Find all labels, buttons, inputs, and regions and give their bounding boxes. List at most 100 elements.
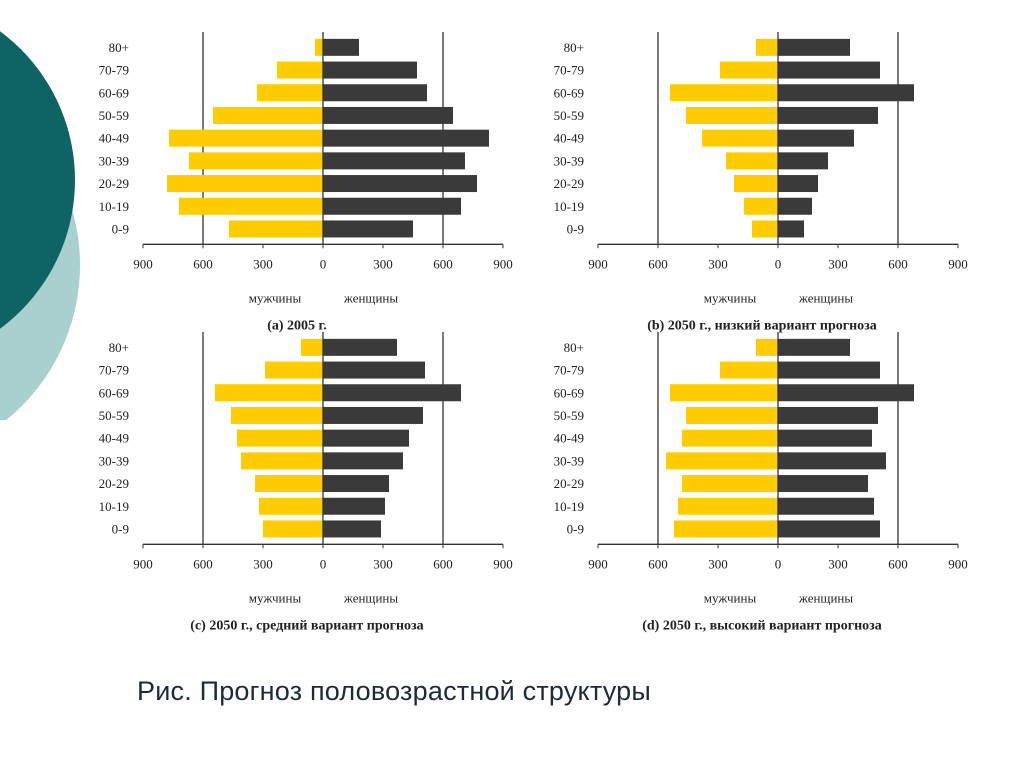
bar-female-20-29 <box>778 175 818 193</box>
bar-female-60-69 <box>778 384 914 402</box>
x-tick-label: 300 <box>373 556 393 571</box>
bar-male-50-59 <box>686 406 778 424</box>
bar-female-0-9 <box>778 220 804 238</box>
pyramid-panel-d: 80+ 70-79 60-69 50-59 40-49 30-39 20-29 10-19 0-… <box>540 330 980 633</box>
bar-female-10-19 <box>323 497 385 515</box>
bar-female-40-49 <box>323 129 489 147</box>
bar-female-70-79 <box>778 361 880 379</box>
age-label: 30-39 <box>554 153 584 168</box>
age-label: 70-79 <box>554 63 584 78</box>
age-label: 60-69 <box>99 85 129 100</box>
decorative-circles <box>0 31 80 420</box>
age-label: 0-9 <box>567 221 584 236</box>
panel-title: (d) 2050 г., высокий вариант прогноза <box>642 618 882 633</box>
age-label: 50-59 <box>554 408 584 423</box>
bar-male-70-79 <box>720 361 778 379</box>
pyramid-chart-a: 80+ 70-79 60-69 50-59 40-49 30-39 20-29 10-19 0-… <box>99 32 513 333</box>
bar-male-30-39 <box>666 452 778 470</box>
bar-male-70-79 <box>720 61 778 79</box>
age-label: 60-69 <box>99 385 129 400</box>
age-label: 50-59 <box>554 108 584 123</box>
decor-dark-circle <box>0 31 75 329</box>
bar-male-10-19 <box>179 197 323 215</box>
x-tick-label: 300 <box>708 256 728 271</box>
bar-male-50-59 <box>686 106 778 124</box>
bar-male-60-69 <box>215 384 323 402</box>
x-tick-label: 300 <box>708 556 728 571</box>
x-tick-label: 600 <box>433 256 453 271</box>
bar-male-40-49 <box>682 429 778 447</box>
age-label: 30-39 <box>554 453 584 468</box>
legend-male: мужчины <box>249 590 302 605</box>
x-tick-label: 0 <box>320 256 327 271</box>
bar-female-80+ <box>778 338 850 356</box>
bar-male-70-79 <box>265 361 323 379</box>
bar-female-80+ <box>323 38 359 56</box>
x-tick-label: 300 <box>828 256 848 271</box>
bar-male-0-9 <box>263 520 323 538</box>
bar-female-10-19 <box>323 197 461 215</box>
bar-female-0-9 <box>323 220 413 238</box>
legend-female: женщины <box>798 290 853 305</box>
x-tick-label: 900 <box>948 256 968 271</box>
bar-female-80+ <box>778 38 850 56</box>
bar-female-20-29 <box>323 175 477 193</box>
age-label: 50-59 <box>99 108 129 123</box>
x-tick-label: 900 <box>133 556 153 571</box>
legend-female: женщины <box>343 590 398 605</box>
bar-male-20-29 <box>682 475 778 493</box>
bar-male-40-49 <box>702 129 778 147</box>
x-tick-label: 600 <box>193 256 213 271</box>
age-label: 30-39 <box>99 153 129 168</box>
bar-female-0-9 <box>323 520 381 538</box>
bar-female-20-29 <box>778 475 868 493</box>
x-tick-label: 600 <box>888 556 908 571</box>
bar-male-60-69 <box>670 84 778 102</box>
legend-male: мужчины <box>704 590 757 605</box>
figure-caption: Рис. Прогноз половозрастной структуры <box>137 676 651 706</box>
pyramid-chart-c: 80+ 70-79 60-69 50-59 40-49 30-39 20-29 10-19 0-… <box>99 332 513 633</box>
bar-male-10-19 <box>678 497 778 515</box>
bar-female-80+ <box>323 338 397 356</box>
bar-male-80+ <box>315 38 323 56</box>
bar-female-10-19 <box>778 197 812 215</box>
bar-female-60-69 <box>778 84 914 102</box>
bar-female-40-49 <box>323 429 409 447</box>
bar-male-10-19 <box>259 497 323 515</box>
bar-female-50-59 <box>323 106 453 124</box>
x-tick-label: 600 <box>888 256 908 271</box>
bar-female-40-49 <box>778 429 872 447</box>
bar-male-50-59 <box>231 406 323 424</box>
x-tick-label: 0 <box>320 556 327 571</box>
legend-female: женщины <box>798 590 853 605</box>
age-label: 30-39 <box>99 453 129 468</box>
age-label: 20-29 <box>554 476 584 491</box>
age-label: 10-19 <box>554 199 584 214</box>
bar-male-80+ <box>756 38 778 56</box>
legend-male: мужчины <box>704 290 757 305</box>
x-tick-label: 900 <box>493 256 513 271</box>
bar-male-0-9 <box>229 220 323 238</box>
bar-male-30-39 <box>189 152 323 170</box>
bar-female-0-9 <box>778 520 880 538</box>
bar-male-20-29 <box>167 175 323 193</box>
age-label: 50-59 <box>99 408 129 423</box>
panel-title: (b) 2050 г., низкий вариант прогноза <box>647 318 877 333</box>
age-label: 80+ <box>564 40 584 55</box>
bar-male-50-59 <box>213 106 323 124</box>
x-tick-label: 600 <box>193 556 213 571</box>
bar-female-70-79 <box>323 361 425 379</box>
bar-female-50-59 <box>323 406 423 424</box>
x-tick-label: 900 <box>493 556 513 571</box>
bar-male-80+ <box>301 338 323 356</box>
panel-title: (c) 2050 г., средний вариант прогноза <box>190 618 423 633</box>
bar-female-70-79 <box>778 61 880 79</box>
age-label: 80+ <box>109 340 129 355</box>
age-label: 60-69 <box>554 385 584 400</box>
bar-male-10-19 <box>744 197 778 215</box>
bar-female-30-39 <box>323 152 465 170</box>
age-label: 0-9 <box>112 221 129 236</box>
age-label: 20-29 <box>99 476 129 491</box>
bar-male-20-29 <box>734 175 778 193</box>
bar-male-60-69 <box>257 84 323 102</box>
